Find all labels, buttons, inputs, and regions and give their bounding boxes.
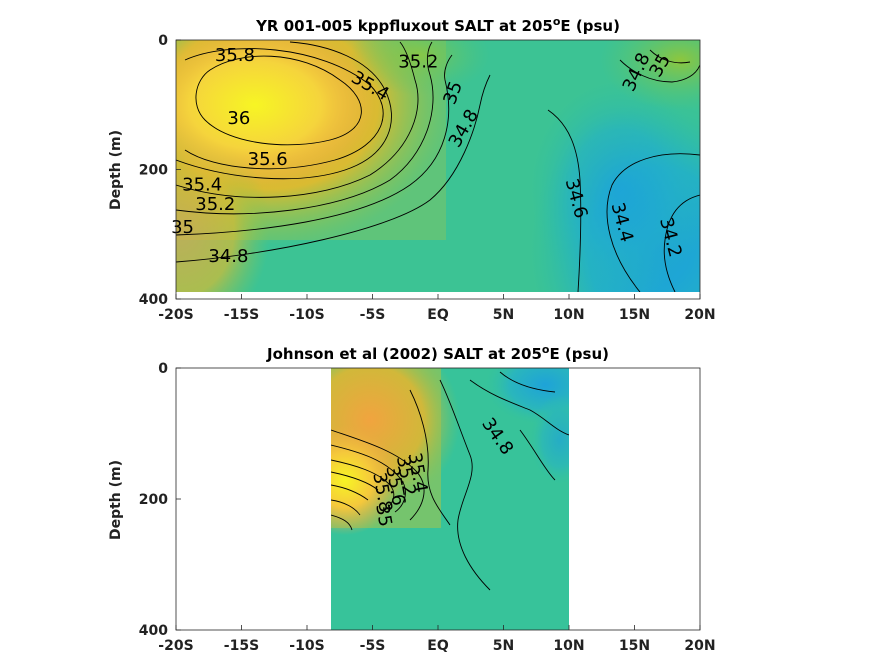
contour-label: 35 [371, 502, 396, 528]
x-tick-label: 20N [684, 638, 715, 654]
contour-label: 35.6 [248, 149, 288, 170]
y-tick-label: 200 [139, 492, 168, 508]
top-contour-lines [176, 41, 700, 292]
bottom-y-axis-label: Depth (m) [108, 460, 124, 540]
contour-label: 35.8 [215, 45, 255, 66]
x-tick-label: -20S [158, 638, 193, 654]
y-tick-label: 200 [139, 163, 168, 179]
x-tick-label: 20N [684, 307, 715, 323]
x-tick-label: 15N [619, 638, 650, 654]
x-tick-label: EQ [427, 307, 449, 323]
top-axis-ticks: -20S -15S -10S -5S EQ 5N 10N 15N 20N 0 200 400 [139, 33, 716, 323]
contour-label: 35 [171, 217, 194, 238]
bottom-contour-lines [331, 371, 569, 591]
x-tick-label: -5S [360, 307, 386, 323]
y-tick-label: 400 [139, 623, 168, 639]
bottom-heatmap [331, 368, 569, 630]
x-tick-label: 10N [553, 638, 584, 654]
x-tick-label: -10S [289, 638, 324, 654]
contour-label: 36 [227, 108, 250, 129]
y-tick-label: 400 [139, 292, 168, 308]
x-tick-label: 5N [493, 638, 514, 654]
x-tick-label: 5N [493, 307, 514, 323]
contour-label: 34.8 [208, 246, 248, 267]
bottom-axis-ticks: -20S -15S -10S -5S EQ 5N 10N 15N 20N 0 200 400 [139, 361, 716, 654]
contour-label: 35.4 [182, 175, 222, 196]
bottom-panel: Johnson et al (2002) SALT at 205oE (psu) [108, 343, 716, 654]
top-panel-title: YR 001-005 kppfluxout SALT at 205oE (psu… [255, 15, 620, 35]
y-tick-label: 0 [158, 361, 168, 377]
y-tick-label: 0 [158, 33, 168, 49]
x-tick-label: 10N [553, 307, 584, 323]
x-tick-label: -20S [158, 307, 193, 323]
x-tick-label: EQ [427, 638, 449, 654]
x-tick-label: 15N [619, 307, 650, 323]
top-heatmap [176, 40, 700, 292]
top-panel: YR 001-005 kppfluxout SALT at 205oE (psu… [108, 15, 716, 323]
x-tick-label: -15S [224, 307, 259, 323]
contour-label: 35.2 [398, 52, 438, 73]
x-tick-label: -15S [224, 638, 259, 654]
contour-label: 35.2 [195, 194, 235, 215]
top-y-axis-label: Depth (m) [108, 130, 124, 210]
x-tick-label: -5S [360, 638, 386, 654]
x-tick-label: -10S [289, 307, 324, 323]
bottom-panel-title: Johnson et al (2002) SALT at 205oE (psu) [266, 343, 609, 363]
